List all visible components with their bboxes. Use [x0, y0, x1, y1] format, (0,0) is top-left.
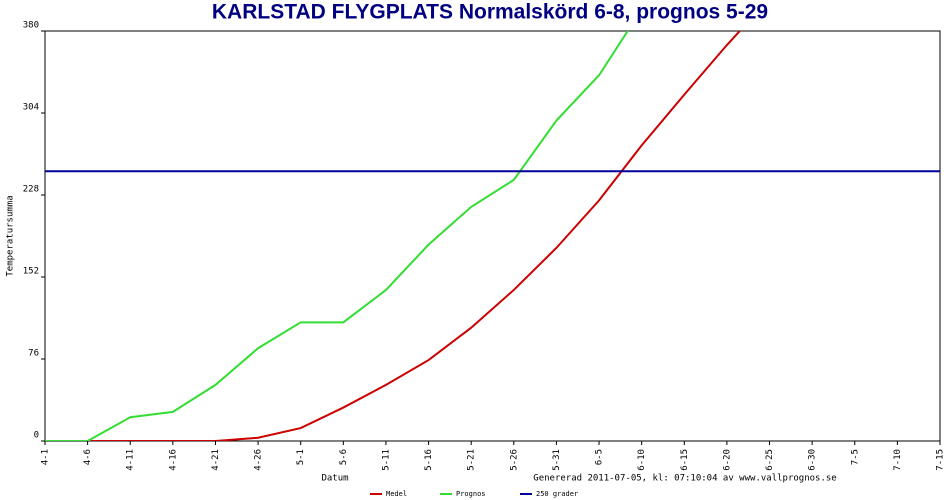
- chart-title: KARLSTAD FLYGPLATS Normalskörd 6-8, prog…: [212, 1, 768, 24]
- footer: Genererad 2011-07-05, kl: 07:10:04 av ww…: [533, 474, 836, 484]
- x-tick-label: 5-31: [552, 449, 562, 471]
- x-tick-label: 7-10: [893, 449, 903, 471]
- y-tick-label: 0: [34, 431, 39, 441]
- y-tick-label: 380: [23, 21, 39, 31]
- x-tick-label: 5-26: [509, 449, 519, 471]
- legend-label: Medel: [386, 490, 407, 498]
- x-tick-label: 4-1: [41, 449, 51, 465]
- x-tick-label: 5-11: [381, 449, 391, 471]
- x-tick-label: 5-1: [296, 449, 306, 465]
- y-axis-label: Temperatursumma: [6, 195, 16, 276]
- x-tick-label: 4-11: [126, 449, 136, 471]
- y-tick-label: 228: [23, 185, 39, 195]
- x-tick-label: 6-10: [637, 449, 647, 471]
- x-tick-label: 6-15: [680, 449, 690, 471]
- x-tick-label: 4-26: [254, 449, 264, 471]
- x-tick-label: 7-5: [850, 449, 860, 465]
- legend-label: 250 grader: [536, 490, 578, 498]
- legend-label: Prognos: [456, 490, 486, 498]
- x-axis-label: Datum: [321, 474, 348, 484]
- x-tick-label: 6-30: [808, 449, 818, 471]
- series-line: [45, 31, 742, 441]
- y-tick-label: 304: [23, 103, 39, 113]
- x-tick-label: 6-25: [765, 449, 775, 471]
- y-tick-label: 76: [28, 349, 39, 359]
- y-tick-label: 152: [23, 267, 39, 277]
- series-line: [45, 31, 629, 441]
- plot-frame: [44, 30, 941, 442]
- x-tick-label: 5-6: [339, 449, 349, 465]
- x-tick-label: 4-16: [168, 449, 178, 471]
- x-tick-label: 4-6: [83, 449, 93, 465]
- x-tick-label: 5-16: [424, 449, 434, 471]
- x-tick-label: 4-21: [211, 449, 221, 471]
- x-tick-label: 7-15: [936, 449, 946, 471]
- x-tick-label: 6-5: [595, 449, 605, 465]
- x-tick-label: 5-21: [467, 449, 477, 471]
- x-tick-label: 6-20: [722, 449, 732, 471]
